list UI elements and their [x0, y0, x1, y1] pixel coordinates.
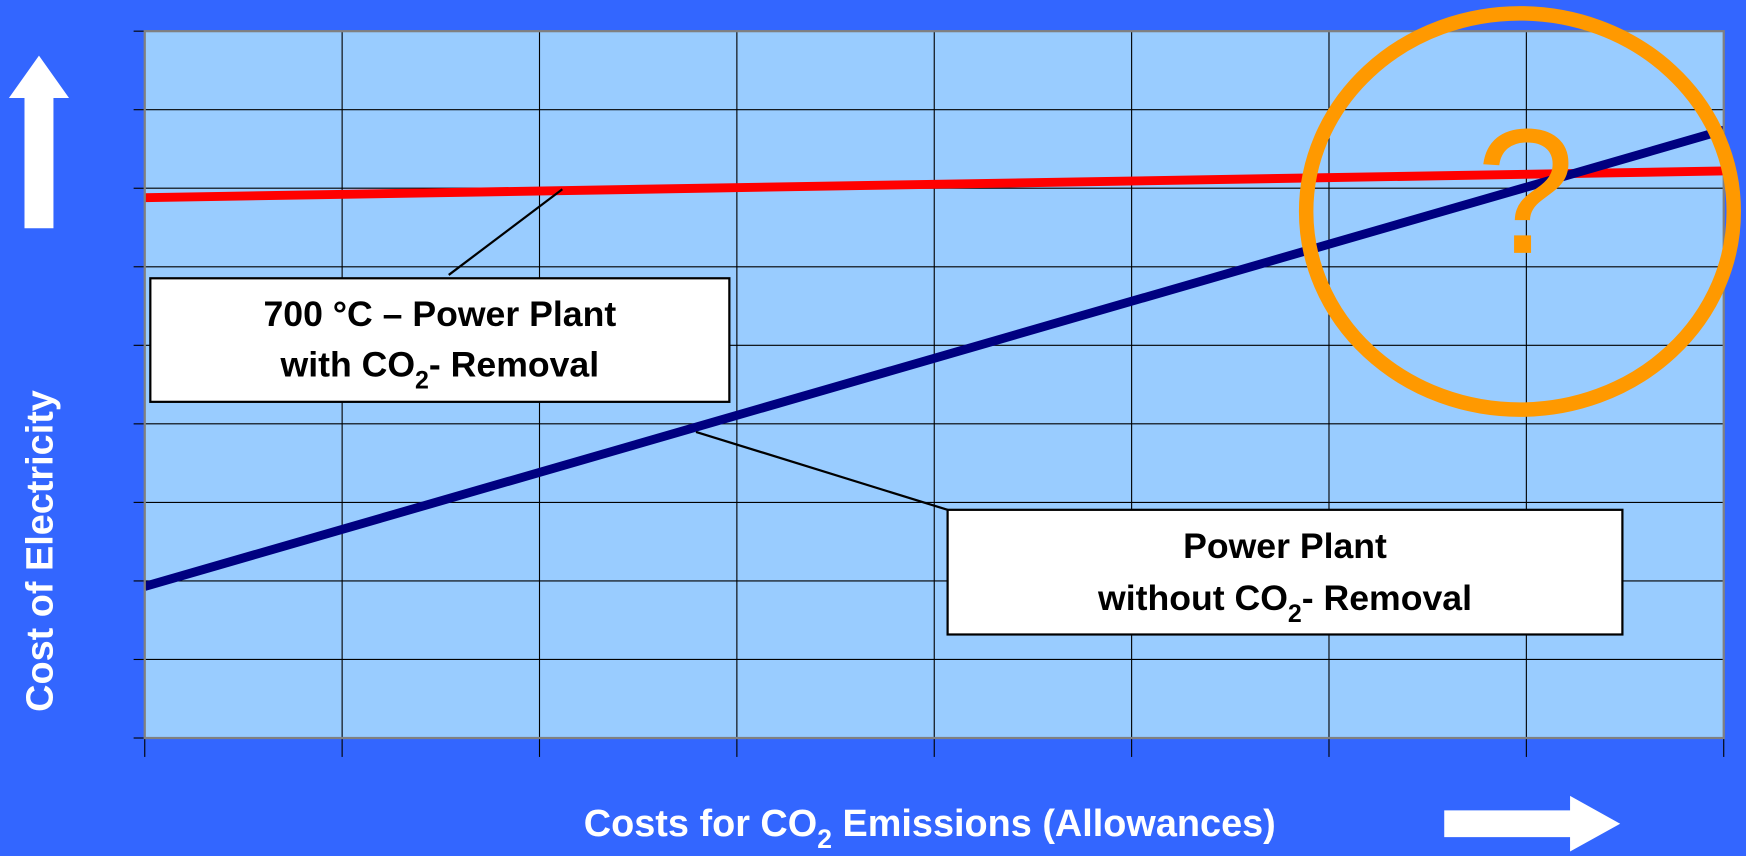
text-segment: 2: [817, 824, 832, 854]
leader-line: [448, 188, 563, 276]
x-axis-label: Costs for CO2 Emissions (Allowances): [584, 803, 1276, 854]
y-arrow: [8, 55, 70, 229]
series-line: [144, 166, 1724, 203]
x-arrow: [1444, 795, 1621, 852]
text-segment: 2: [415, 366, 429, 394]
text-segment: with CO: [280, 345, 416, 385]
annotation-text: 700 °C – Power Plant: [263, 295, 616, 335]
text-segment: - Removal: [1302, 579, 1472, 619]
leader-line: [695, 430, 948, 511]
text-segment: Power Plant: [1183, 526, 1387, 566]
text-segment: Costs for CO: [584, 803, 817, 845]
annotation-text: without CO2- Removal: [1097, 579, 1472, 628]
text-segment: Emissions (Allowances): [832, 803, 1276, 845]
annotation-box: [946, 508, 1624, 636]
text-segment: without CO: [1097, 579, 1288, 619]
annotation-text: Power Plant: [1183, 526, 1387, 566]
text-segment: ?: [1476, 92, 1575, 291]
lines: [143, 125, 1725, 591]
text-segment: 2: [1288, 600, 1302, 628]
y-axis-label: Cost of Electricity: [19, 390, 61, 712]
annotation-text: with CO2- Removal: [280, 345, 600, 394]
text-segment: 700 °C – Power Plant: [263, 295, 616, 335]
text-segment: - Removal: [429, 345, 599, 385]
annotation-text: ?: [1476, 92, 1575, 291]
series-line: [143, 125, 1725, 591]
annotation-box: [149, 277, 731, 403]
highlight-circle: [1298, 6, 1741, 417]
plot-border: [143, 30, 1725, 740]
